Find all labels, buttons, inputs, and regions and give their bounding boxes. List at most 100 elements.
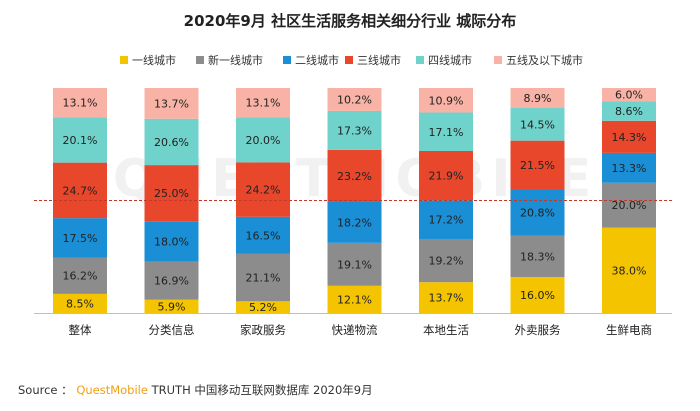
legend: 一线城市 新一线城市 二线城市 三线城市 四线城市 五线及以下城市 <box>120 53 583 67</box>
bar-segment <box>602 120 656 153</box>
chart-title: 2020年9月 社区生活服务相关细分行业 城际分布 <box>184 12 517 30</box>
data-label: 21.9% <box>429 170 464 183</box>
bar-segment <box>236 216 290 254</box>
data-label: 23.2% <box>337 170 372 183</box>
data-label: 20.6% <box>154 136 189 149</box>
bar-segment <box>53 117 107 163</box>
data-label: 14.5% <box>520 118 555 131</box>
legend-swatch <box>120 56 128 64</box>
bar-segment <box>327 285 382 313</box>
data-label: 16.9% <box>154 275 189 288</box>
legend-label: 四线城市 <box>428 53 472 67</box>
bar-segment <box>602 152 656 183</box>
bar-segment <box>602 101 656 121</box>
bar-segment <box>510 189 565 236</box>
category-label: 整体 <box>69 323 92 337</box>
x-axis: 整体 分类信息 家政服务 快递物流 本地生活 外卖服务 生鲜电商 <box>34 313 672 337</box>
bar-segment <box>419 238 473 283</box>
legend-label: 三线城市 <box>357 53 401 67</box>
data-label: 8.9% <box>524 92 552 105</box>
bar-segment <box>144 88 199 119</box>
data-label: 17.2% <box>429 214 464 227</box>
bar-segment <box>419 282 473 313</box>
legend-item: 新一线城市 <box>196 53 263 67</box>
data-label: 18.3% <box>520 250 555 263</box>
data-label: 18.2% <box>337 216 372 229</box>
legend-item: 四线城市 <box>416 53 472 67</box>
bar-segment <box>53 162 107 219</box>
category-label: 生鲜电商 <box>606 323 652 337</box>
data-label: 13.3% <box>612 162 647 175</box>
bar-segment <box>510 140 565 190</box>
data-label: 17.5% <box>63 232 98 245</box>
legend-swatch <box>283 56 291 64</box>
data-label: 18.0% <box>154 236 189 249</box>
legend-label: 一线城市 <box>132 53 176 67</box>
bar-segment <box>510 277 565 313</box>
data-label: 8.5% <box>66 297 94 310</box>
bar-segment <box>327 88 382 111</box>
legend-swatch <box>196 56 204 64</box>
bar-segment <box>327 110 382 150</box>
data-label: 16.2% <box>63 270 98 283</box>
bar-segment <box>327 201 382 243</box>
data-label: 14.3% <box>612 131 647 144</box>
source-brand: QuestMobile <box>76 383 148 397</box>
category-label: 家政服务 <box>240 323 286 337</box>
bar-segment <box>602 88 656 102</box>
source-prefix: Source ： <box>18 383 73 397</box>
data-label: 13.1% <box>63 97 98 110</box>
bar-segment <box>510 235 565 277</box>
legend-item: 二线城市 <box>283 53 339 67</box>
legend-swatch <box>494 56 502 64</box>
data-label: 21.5% <box>520 159 555 172</box>
bar-segment <box>236 253 290 302</box>
bar-segment <box>602 227 656 313</box>
bar-segment <box>144 118 199 166</box>
legend-label: 五线及以下城市 <box>506 53 583 67</box>
data-label: 10.2% <box>337 93 372 106</box>
data-label: 24.7% <box>63 184 98 197</box>
bar-segment <box>53 257 107 294</box>
bar-segment <box>53 218 107 258</box>
category-label: 快递物流 <box>332 323 378 337</box>
bar-segment <box>236 162 290 217</box>
value-labels: 8.5% 16.2% 17.5% 24.7% 20.1% 13.1% 5.9% 16.9% 18… <box>63 89 647 314</box>
bar-segment <box>53 88 107 118</box>
data-label: 24.2% <box>246 184 281 197</box>
data-label: 5.9% <box>158 300 186 313</box>
bar-segment <box>236 117 290 163</box>
data-label: 19.2% <box>429 255 464 268</box>
data-label: 5.2% <box>249 301 277 314</box>
bar-segment <box>419 200 473 239</box>
legend-swatch <box>345 56 353 64</box>
data-label: 17.3% <box>337 124 372 137</box>
legend-item: 一线城市 <box>120 53 176 67</box>
data-label: 13.1% <box>246 97 281 110</box>
data-label: 13.7% <box>429 292 464 305</box>
data-label: 8.6% <box>615 105 643 118</box>
bars <box>53 88 656 313</box>
data-label: 6.0% <box>615 89 643 102</box>
legend-item: 三线城市 <box>345 53 401 67</box>
data-label: 20.8% <box>520 206 555 219</box>
data-label: 21.1% <box>246 272 281 285</box>
data-label: 20.0% <box>612 199 647 212</box>
bar-segment <box>602 182 656 228</box>
source-rest: TRUTH 中国移动互联网数据库 2020年9月 <box>147 383 373 397</box>
bar-segment <box>144 221 199 262</box>
data-label: 38.0% <box>612 264 647 277</box>
bar-segment <box>144 261 199 300</box>
bar-segment <box>419 88 473 113</box>
bar-segment <box>144 299 199 313</box>
data-label: 10.9% <box>429 94 464 107</box>
legend-swatch <box>416 56 424 64</box>
data-label: 17.1% <box>429 126 464 139</box>
category-label: 分类信息 <box>149 323 195 337</box>
source-note: Source ： QuestMobile TRUTH 中国移动互联网数据库 20… <box>18 382 373 398</box>
data-label: 25.0% <box>154 187 189 200</box>
data-label: 20.0% <box>246 134 281 147</box>
legend-label: 二线城市 <box>295 53 339 67</box>
